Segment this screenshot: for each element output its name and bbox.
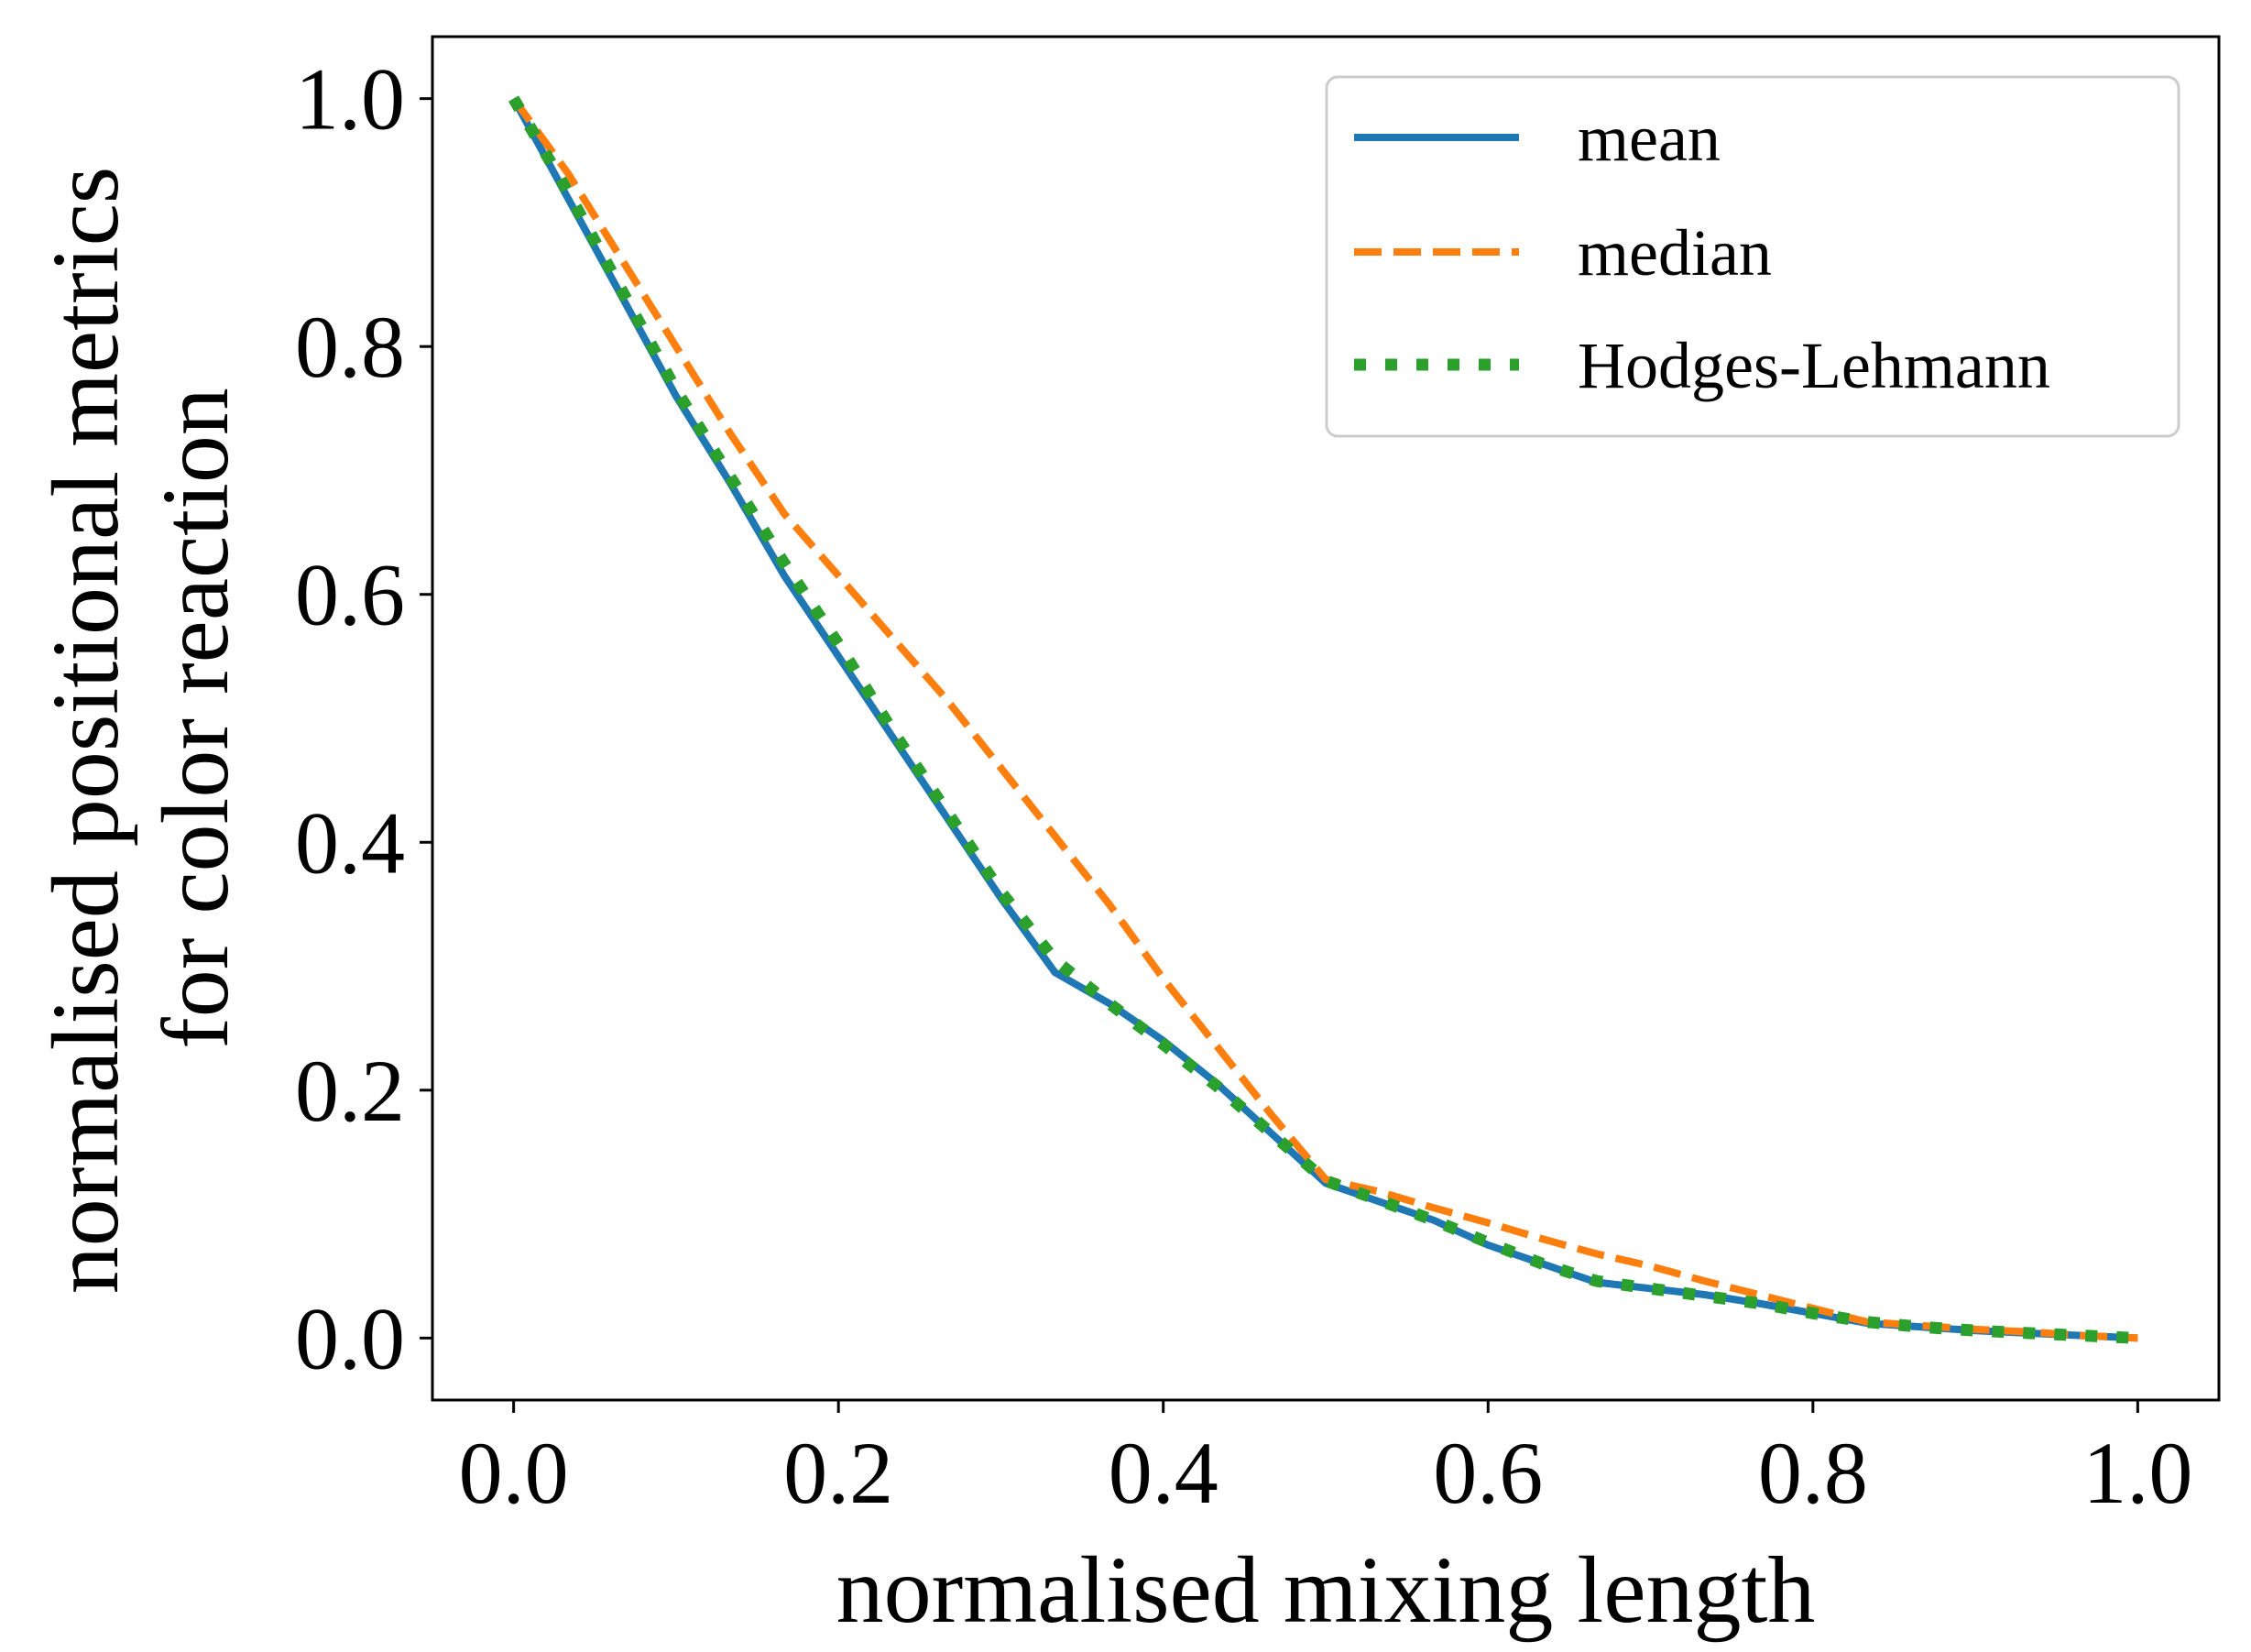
y-tick-label: 1.0 [295,50,405,148]
legend-label-hodges-lehmann: Hodges-Lehmann [1578,329,2050,402]
x-tick-label: 0.8 [1758,1424,1868,1522]
series-line-hodges-lehmann [508,95,2138,1344]
x-tick-label: 0.4 [1109,1424,1218,1522]
x-tick-label: 1.0 [2082,1424,2192,1522]
y-axis-label: normalised positional metrics for color … [33,143,248,1294]
legend: mean median Hodges-Lehmann [1325,75,2180,438]
y-tick-label: 0.6 [295,546,405,644]
y-tick-label: 0.4 [295,793,405,892]
series-line-median [510,96,2138,1342]
legend-label-median: median [1578,216,1772,290]
x-tick-label: 0.0 [459,1424,569,1522]
legend-label-mean: mean [1578,102,1721,175]
x-tick-label: 0.6 [1433,1424,1543,1522]
y-tick-label: 0.2 [295,1042,405,1140]
series-layer [508,95,2138,1344]
y-axis-label-line-2: for color reaction [143,388,248,1049]
x-axis-label: normalised mixing length [836,1537,1816,1643]
y-tick-label: 0.0 [295,1289,405,1387]
tick-layer: 0.0 0.2 0.4 0.6 0.8 1.0 0.0 0.2 0.4 0.6 0.8 1.0 [295,50,2192,1522]
plot-frame [431,35,2221,1402]
y-tick-label: 0.8 [295,298,405,396]
x-tick-label: 0.2 [783,1424,893,1522]
legend-box [1325,75,2180,438]
y-axis-label-line-1: normalised positional metrics [33,167,138,1294]
